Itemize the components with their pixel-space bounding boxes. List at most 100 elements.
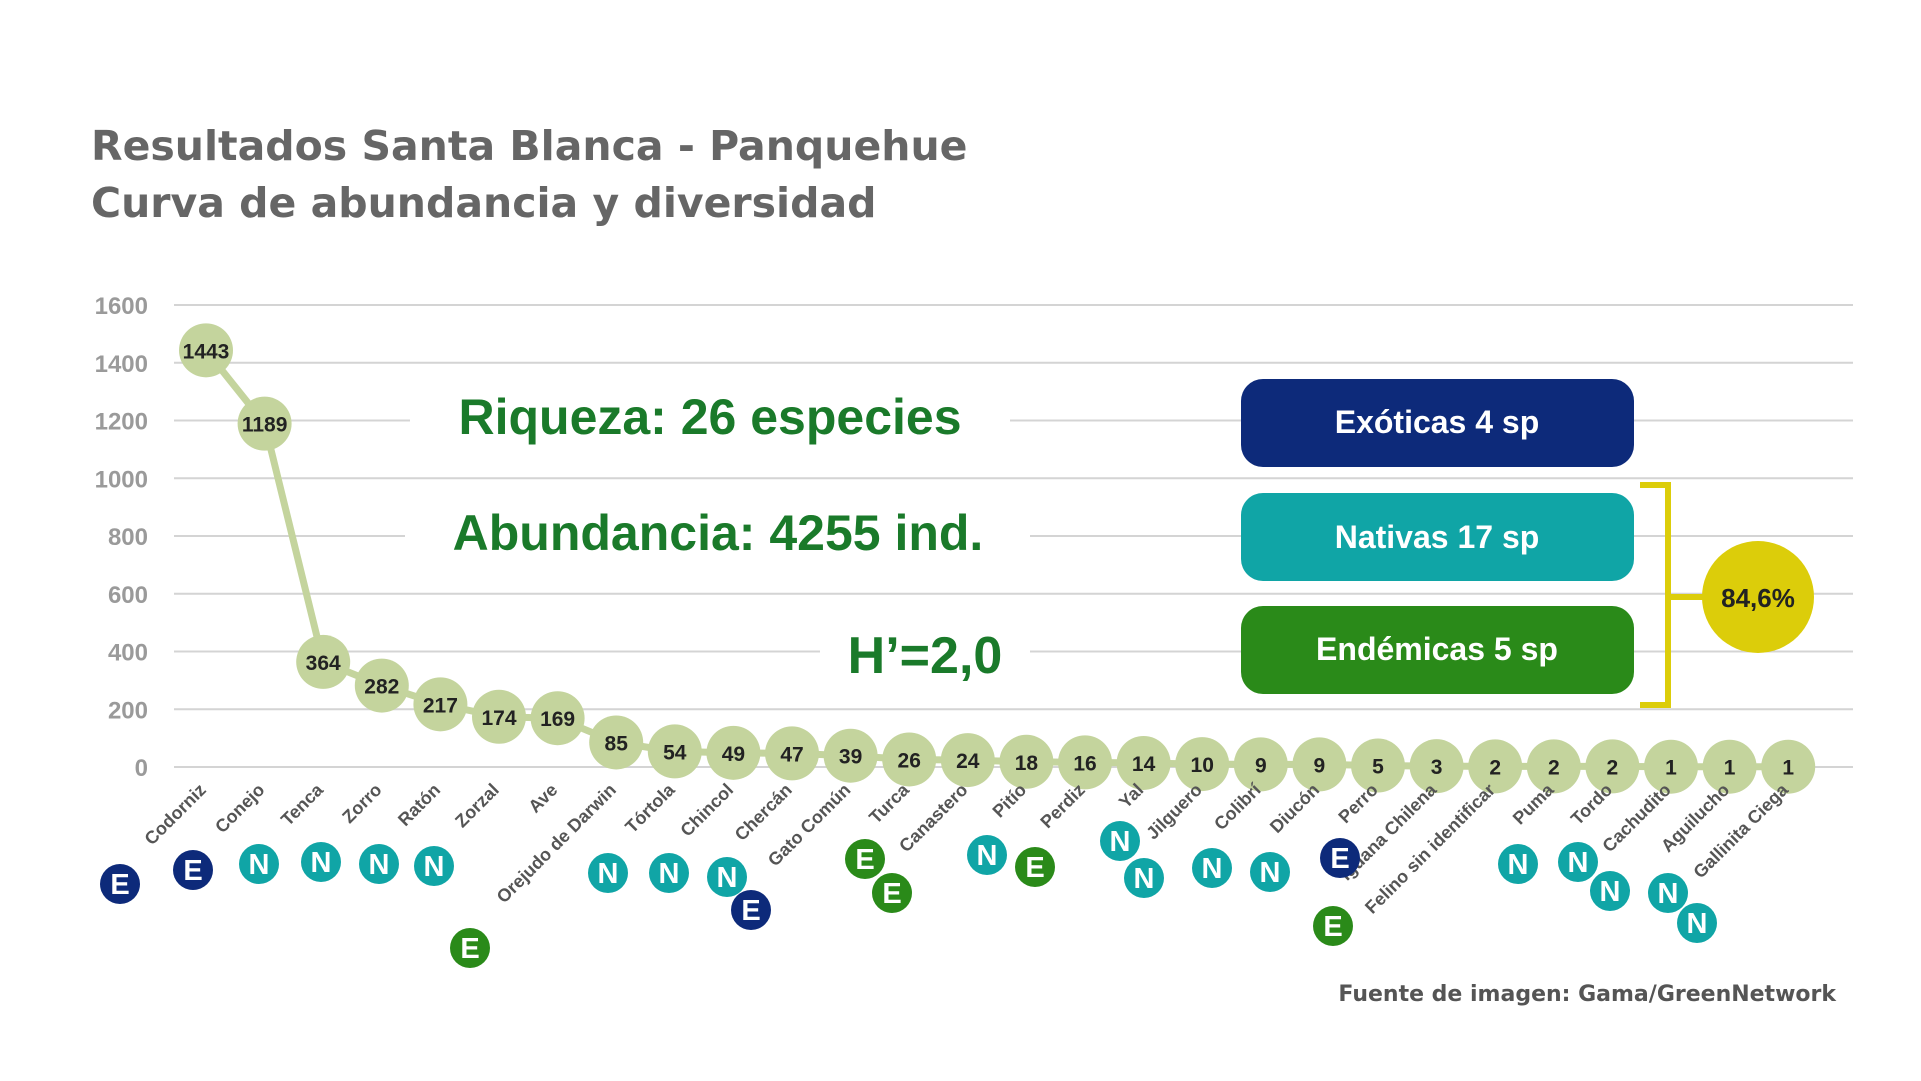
native-marker <box>1100 821 1140 861</box>
data-point <box>589 715 644 770</box>
data-label: 24 <box>956 750 980 773</box>
marker-letter: E <box>460 933 479 965</box>
x-tick-label: Jilguero <box>1142 780 1206 844</box>
y-tick-label: 200 <box>108 697 148 724</box>
data-label: 1189 <box>242 414 288 437</box>
data-label: 54 <box>663 741 687 764</box>
native-marker <box>1250 852 1290 892</box>
marker-letter: N <box>717 862 738 894</box>
marker-letter: E <box>882 878 901 910</box>
native-marker <box>1498 844 1538 884</box>
legend-nativas-label: Nativas 17 sp <box>1335 519 1540 555</box>
data-point <box>413 677 468 732</box>
origin-legend: Exóticas 4 sp Nativas 17 sp Endémicas 5 … <box>1241 379 1814 708</box>
marker-letter: E <box>855 844 874 876</box>
percent-label: 84,6% <box>1721 583 1795 613</box>
data-label: 1 <box>1724 757 1736 780</box>
x-tick-label: Perdiz <box>1036 780 1088 832</box>
data-point <box>1585 739 1640 794</box>
data-label: 9 <box>1255 754 1267 777</box>
data-point <box>354 658 409 713</box>
legend-bracket <box>1640 482 1671 708</box>
x-tick-label: Zorzal <box>451 780 503 832</box>
native-marker <box>1192 848 1232 888</box>
marker-letter: N <box>1658 878 1679 910</box>
source-note: Fuente de imagen: Gama/GreenNetwork <box>1338 982 1836 1007</box>
native-marker <box>1648 873 1688 913</box>
marker-letter: E <box>110 869 129 901</box>
data-label: 39 <box>839 746 862 769</box>
legend-endemicas-box <box>1241 606 1634 694</box>
data-label: 364 <box>306 652 341 675</box>
legend-nativas-box <box>1241 493 1634 581</box>
native-marker <box>1677 903 1717 943</box>
data-point <box>1468 739 1523 794</box>
data-label: 1 <box>1665 757 1677 780</box>
native-marker <box>1124 858 1164 898</box>
endemic-marker <box>1313 906 1353 946</box>
data-point <box>706 725 761 780</box>
data-label: 26 <box>898 749 921 772</box>
x-tick-label: Tenca <box>277 779 328 830</box>
x-tick-label: Tórtola <box>621 779 679 837</box>
title-line-1: Resultados Santa Blanca - Panquehue <box>91 122 968 170</box>
marker-letter: N <box>1260 857 1281 889</box>
native-marker <box>414 846 454 886</box>
data-label: 18 <box>1015 752 1039 775</box>
x-tick-label: Codorniz <box>141 780 210 849</box>
legend-endemicas-label: Endémicas 5 sp <box>1316 631 1558 667</box>
data-point <box>1233 737 1288 792</box>
x-tick-label: Conejo <box>211 780 268 837</box>
chart-title: Resultados Santa Blanca - Panquehue Curv… <box>91 118 967 232</box>
stats-block: Riqueza: 26 especies Abundancia: 4255 in… <box>405 385 1030 695</box>
data-point <box>1761 739 1816 794</box>
data-label: 14 <box>1132 753 1156 776</box>
x-tick-label: Ave <box>524 780 561 817</box>
marker-letter: N <box>1687 908 1708 940</box>
marker-letter: N <box>659 858 680 890</box>
data-label: 3 <box>1431 756 1443 779</box>
marker-letter: E <box>1330 843 1349 875</box>
marker-letter: E <box>1323 911 1342 943</box>
data-point <box>882 732 937 787</box>
percent-badge <box>1702 541 1814 653</box>
marker-letter: N <box>424 851 445 883</box>
legend-exoticas-label: Exóticas 4 sp <box>1335 404 1540 440</box>
data-label: 169 <box>540 708 575 731</box>
data-label: 47 <box>780 743 803 766</box>
y-tick-label: 1000 <box>95 466 148 493</box>
data-point <box>1292 737 1347 792</box>
data-label: 174 <box>481 707 516 730</box>
native-marker <box>359 844 399 884</box>
marker-letter: N <box>1568 847 1589 879</box>
marker-letter: N <box>311 847 332 879</box>
exotic-marker <box>1320 838 1360 878</box>
native-marker <box>707 857 747 897</box>
native-marker <box>239 844 279 884</box>
native-marker <box>1558 842 1598 882</box>
data-point <box>1351 738 1405 793</box>
data-point <box>296 634 351 689</box>
data-label: 282 <box>364 676 399 699</box>
x-tick-label: Ratón <box>394 780 444 830</box>
data-point <box>647 724 702 779</box>
x-tick-label: Perro <box>1334 780 1381 827</box>
shannon-index: H’=2,0 <box>848 627 1003 685</box>
endemic-marker <box>845 839 885 879</box>
y-tick-label: 1200 <box>95 409 148 436</box>
shannon-bg <box>820 620 1030 695</box>
native-marker <box>649 853 689 893</box>
riqueza-bg <box>410 385 1010 455</box>
riqueza-label: Riqueza: 26 especies <box>458 389 961 445</box>
data-point <box>179 323 233 378</box>
legend-exoticas-box <box>1241 379 1634 467</box>
marker-letter: N <box>1508 849 1529 881</box>
data-point <box>1175 737 1230 792</box>
exotic-marker <box>731 890 771 930</box>
data-label: 2 <box>1489 756 1501 779</box>
y-tick-label: 0 <box>135 755 148 782</box>
title-line-2: Curva de abundancia y diversidad <box>91 179 877 227</box>
native-marker <box>967 835 1007 875</box>
